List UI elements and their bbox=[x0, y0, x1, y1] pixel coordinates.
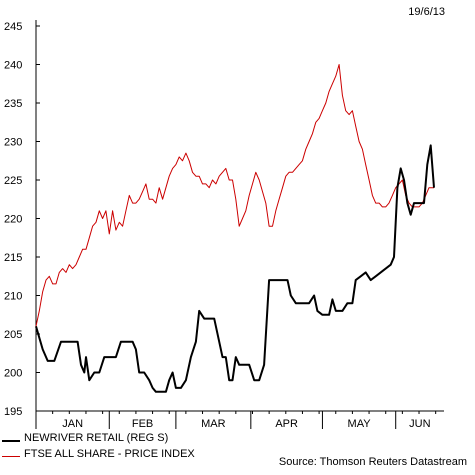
x-tick-label: APR bbox=[275, 418, 298, 430]
series-line-newriver bbox=[35, 144, 435, 393]
chart-axes: 195 200 205 210 215 220 225 230 235 240 245 JAN FEB M… bbox=[4, 20, 444, 430]
y-tick-label: 245 bbox=[4, 21, 22, 33]
y-tick-label: 195 bbox=[4, 406, 22, 418]
y-tick-label: 210 bbox=[4, 291, 22, 303]
y-tick-label: 205 bbox=[4, 329, 22, 341]
legend-label-ftse: FTSE ALL SHARE - PRICE INDEX bbox=[24, 448, 195, 460]
legend-swatch-ftse bbox=[2, 456, 20, 457]
x-tick-label: MAR bbox=[201, 418, 226, 430]
y-tick-label: 215 bbox=[4, 252, 22, 264]
chart-series bbox=[35, 64, 435, 393]
y-tick-label: 230 bbox=[4, 137, 22, 149]
y-tick-label: 225 bbox=[4, 175, 22, 187]
y-tick-label: 200 bbox=[4, 368, 22, 380]
x-tick-label: MAY bbox=[348, 418, 372, 430]
legend-label-newriver: NEWRIVER RETAIL (REG S) bbox=[24, 432, 169, 444]
x-tick-label: FEB bbox=[132, 418, 153, 430]
y-tick-label: 240 bbox=[4, 60, 22, 72]
series-line-ftse bbox=[35, 64, 434, 327]
x-tick-label: JAN bbox=[62, 418, 83, 430]
source-note: Source: Thomson Reuters Datastream bbox=[278, 456, 467, 468]
y-tick-label: 220 bbox=[4, 214, 22, 226]
chart-date: 19/6/13 bbox=[408, 6, 445, 18]
legend-swatch-newriver bbox=[2, 440, 20, 442]
x-tick-label: JUN bbox=[409, 418, 430, 430]
y-tick-label: 235 bbox=[4, 98, 22, 110]
